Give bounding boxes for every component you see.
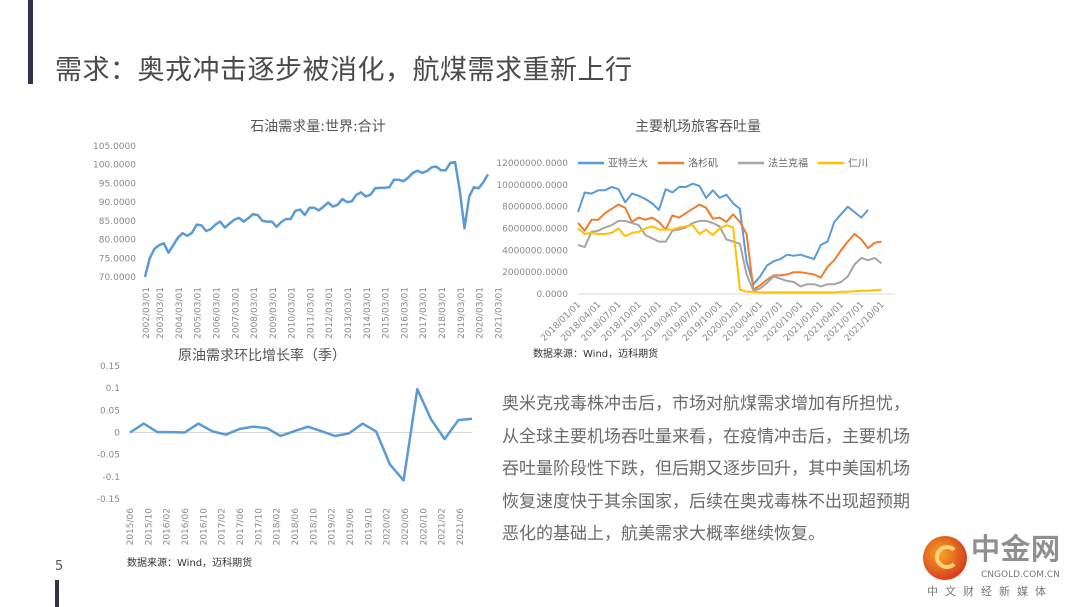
x-tick-label: 2016/02	[163, 508, 173, 545]
logo-name: 中金网	[971, 532, 1062, 566]
x-tick-label: 2019/10	[364, 508, 374, 546]
x-tick-label: 2019/02	[328, 508, 338, 545]
x-tick-label: 2015/06	[126, 508, 136, 546]
y-tick-label: -0.05	[97, 451, 120, 461]
paragraph-line: 吞吐量阶段性下跌，但后期又逐步回升，其中美国机场	[502, 459, 910, 479]
y-tick-label: 12000000.0000	[496, 159, 568, 169]
y-tick-label: 70.0000	[99, 273, 136, 283]
x-tick-label: 2020/10	[419, 508, 429, 546]
legend-label: 亚特兰大	[608, 157, 648, 170]
logo-swirl-icon	[935, 545, 959, 569]
x-tick-label: 2004/03/01	[175, 287, 185, 339]
x-tick-label: 2009/03/01	[269, 287, 279, 339]
x-tick-label: 2019/03/01	[457, 287, 467, 339]
series-line-2	[577, 219, 883, 292]
paragraph-line: 从全球主要机场吞吐量来看，在疫情冲击后，主要机场	[502, 426, 910, 447]
series-line	[143, 160, 490, 278]
y-tick-label: 8000000.0000	[502, 203, 568, 213]
x-tick-label: 2020/02	[383, 508, 393, 545]
x-tick-label: 2005/03/01	[194, 287, 204, 339]
y-tick-label: 100.0000	[93, 161, 136, 171]
x-tick-label: 2002/03/01	[142, 287, 152, 339]
x-tick-label: 2017/10	[254, 508, 264, 546]
y-tick-label: 10000000.0000	[496, 181, 568, 191]
x-tick-label: 2012/03/01	[325, 287, 335, 339]
y-tick-label: 4000000.0000	[502, 246, 568, 256]
logo-domain: CNGOLD.COM.CN	[981, 570, 1060, 580]
x-tick-label: 2017/02	[218, 508, 228, 545]
x-tick-label: 2018/10	[309, 508, 319, 546]
x-tick-label: 2021/06	[456, 508, 466, 546]
y-tick-label: 6000000.0000	[502, 225, 568, 235]
series-line-3	[577, 224, 882, 294]
x-tick-label: 2016/06	[181, 508, 191, 546]
series-line-1	[577, 203, 882, 291]
page-number: 5	[55, 559, 64, 574]
y-tick-label: 0.05	[100, 406, 120, 416]
x-tick-label: 2021/03/01	[494, 287, 504, 339]
x-tick-label: 2003/03/01	[156, 287, 166, 339]
x-tick-label: 2016/10	[199, 508, 209, 546]
paragraph-line: 恶化的基础上，航美需求大概率继续恢复。	[502, 524, 825, 544]
chart-title: 原油需求环比增长率（季）	[178, 347, 346, 364]
x-tick-label: 2011/03/01	[306, 287, 316, 339]
x-tick-label: 2010/03/01	[288, 287, 298, 339]
y-tick-label: 0.1	[106, 384, 120, 394]
y-tick-label: -0.15	[97, 495, 120, 505]
paragraph-line: 恢复速度快于其余国家，后续在奥戎毒株不出现超预期	[502, 491, 910, 512]
x-tick-label: 2014/03/01	[363, 287, 373, 339]
watermark-logo: 中金网 CNGOLD.COM.CN 中文财经新媒体	[915, 532, 1075, 604]
x-tick-label: 2017/03/01	[419, 287, 429, 339]
series-line	[129, 387, 473, 482]
chart-title: 石油需求量:世界:合计	[250, 119, 385, 135]
y-tick-label: 2000000.0000	[502, 268, 568, 278]
legend-label: 仁川	[848, 158, 868, 170]
x-tick-label: 2018/06	[291, 508, 301, 546]
y-tick-label: 90.0000	[99, 198, 136, 208]
y-tick-label: 85.0000	[99, 217, 136, 227]
x-tick-label: 2006/03/01	[212, 287, 222, 339]
analysis-paragraph: 奥米克戎毒株冲击后，市场对航煤需求增加有所担忧， 从全球主要机场吞吐量来看，在疫…	[502, 388, 962, 551]
y-tick-label: 80.0000	[99, 236, 136, 246]
x-tick-label: 2018/03/01	[438, 287, 448, 339]
x-tick-label: 2017/06	[236, 508, 246, 546]
legend-label: 洛杉矶	[688, 157, 718, 170]
x-tick-label: 2020/03/01	[476, 287, 486, 339]
page-title: 需求：奥戎冲击逐步被消化，航煤需求重新上行	[55, 55, 633, 86]
y-tick-label: -0.1	[102, 473, 120, 483]
logo-tagline: 中文财经新媒体	[927, 585, 1053, 598]
x-tick-label: 2007/03/01	[231, 287, 241, 339]
x-tick-label: 2013/03/01	[344, 287, 354, 339]
y-tick-label: 0	[114, 429, 120, 439]
x-tick-label: 2015/03/01	[382, 287, 392, 339]
x-tick-label: 2020/06	[401, 508, 411, 546]
y-tick-label: 75.0000	[99, 254, 136, 264]
legend-label: 法兰克福	[768, 157, 808, 170]
x-tick-label: 2018/02	[273, 508, 283, 545]
y-tick-label: 0.0000	[537, 290, 569, 300]
y-tick-label: 0.15	[100, 362, 120, 372]
y-tick-label: 105.0000	[93, 142, 136, 152]
title-accent-bar	[28, 0, 33, 84]
x-tick-label: 2015/10	[144, 508, 154, 546]
x-tick-label: 2016/03/01	[400, 287, 410, 339]
footer-accent-bar	[55, 580, 59, 607]
chart-title: 主要机场旅客吞吐量	[635, 118, 761, 135]
paragraph-line: 奥米克戎毒株冲击后，市场对航煤需求增加有所担忧，	[502, 394, 910, 414]
x-tick-label: 2019/06	[346, 508, 356, 546]
x-tick-label: 2021/02	[438, 508, 448, 545]
data-source-note: 数据来源：Wind，迈科期货	[533, 347, 658, 360]
series-line-0	[577, 182, 869, 286]
y-tick-label: 95.0000	[99, 179, 136, 189]
data-source-note: 数据来源：Wind，迈科期货	[127, 556, 252, 569]
x-tick-label: 2008/03/01	[250, 287, 260, 339]
